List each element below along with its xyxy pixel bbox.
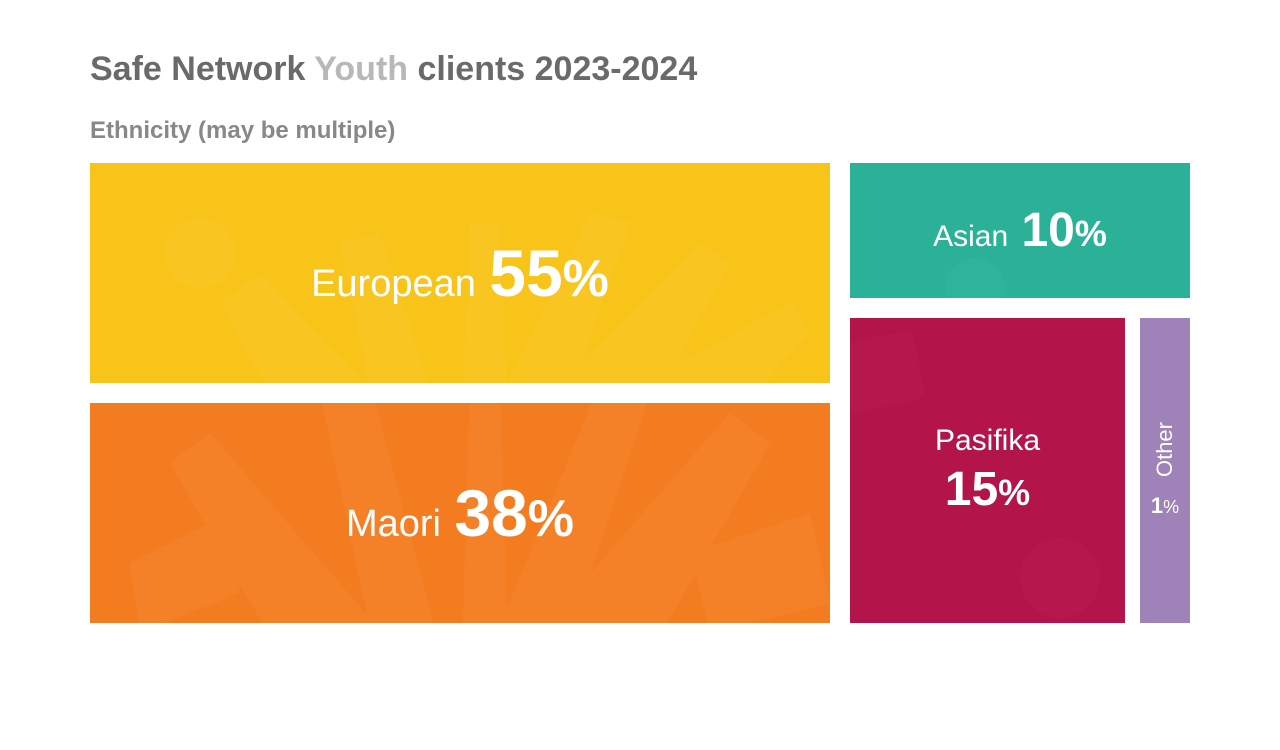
european-label: European	[311, 263, 476, 305]
pasifika-value: 15	[945, 463, 998, 516]
shape-deco-icon	[850, 329, 926, 416]
page-title: Safe Network Youth clients 2023-2024	[90, 50, 1190, 89]
asian-value: 10	[1021, 204, 1074, 257]
circle-deco-icon	[945, 258, 1005, 298]
title-part1: Safe Network	[90, 50, 314, 88]
asian-pct: %	[1075, 213, 1107, 254]
asian-label: Asian	[933, 220, 1008, 253]
european-pct: %	[563, 250, 609, 308]
european-value: 55	[489, 236, 562, 310]
other-pct: %	[1163, 497, 1179, 517]
circle-deco-icon	[1020, 538, 1100, 618]
box-pasifika: Pasifika 15%	[850, 318, 1125, 623]
treemap-chart: European 55% Maori 38% Asian	[90, 163, 1190, 623]
title-part2: Youth	[314, 50, 408, 88]
maori-value: 38	[454, 476, 527, 550]
maori-pct: %	[528, 490, 574, 548]
maori-label: Maori	[346, 503, 441, 545]
other-value: 1	[1151, 493, 1163, 518]
pasifika-pct: %	[998, 472, 1030, 513]
title-part3: clients 2023-2024	[408, 50, 697, 88]
box-european: European 55%	[90, 163, 830, 383]
box-other: Other 1%	[1140, 318, 1190, 623]
subtitle: Ethnicity (may be multiple)	[90, 117, 1190, 145]
other-label: Other	[1152, 422, 1178, 477]
box-asian: Asian 10%	[850, 163, 1190, 298]
pasifika-label: Pasifika	[935, 424, 1040, 458]
box-maori: Maori 38%	[90, 403, 830, 623]
